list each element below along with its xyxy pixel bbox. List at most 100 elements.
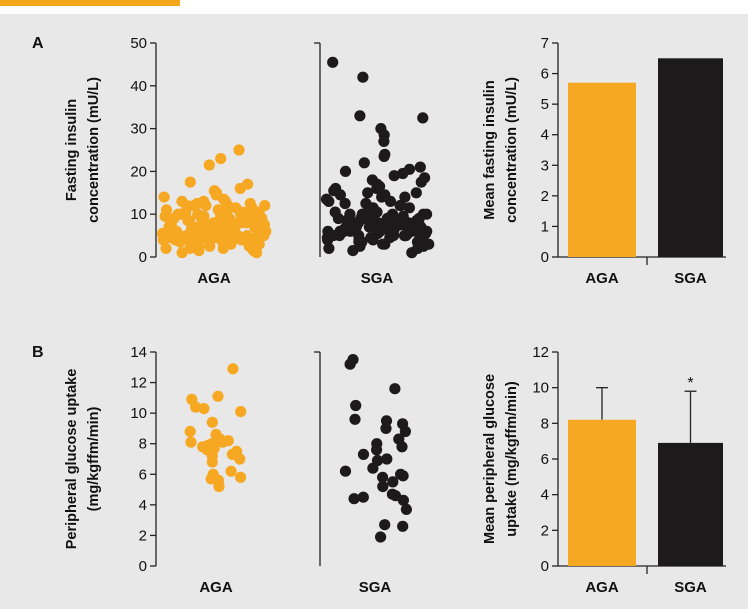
panel-b-scatter-left-tick-label: 0 <box>139 558 147 575</box>
panel-b-aga-point <box>217 436 229 448</box>
panel-b-sga-point <box>397 520 409 532</box>
panel-a-bar-y-label: Mean fasting insulin concentration (mU/L) <box>482 77 520 223</box>
panel-a-aga-point <box>158 191 170 203</box>
panel-b-scatter-left-tick-label: 6 <box>139 466 147 483</box>
panel-b-significance-marker: * <box>687 375 693 392</box>
panel-b-sga-point <box>381 453 393 465</box>
panel-b-aga-point <box>235 406 247 418</box>
panel-a-sga-point <box>394 200 406 212</box>
panel-a-scatter-left-tick-label: 20 <box>130 163 147 180</box>
panel-a-sga-point <box>374 225 386 237</box>
panel-b-bar-tick-label: 4 <box>541 487 549 504</box>
panel-b-sga-point <box>399 425 411 438</box>
panel-a-sga-point <box>417 112 429 124</box>
panel-a-bar-tick-label: 1 <box>541 218 549 235</box>
panel-a-sga-point <box>379 217 391 229</box>
panel-b-bar-tick-label: 6 <box>541 451 549 468</box>
panel-a-sga-point <box>358 157 370 169</box>
panel-a-aga-point <box>157 234 169 246</box>
panel-a-aga-point <box>251 247 263 259</box>
panel-b-scatter-left-tick-label: 4 <box>139 497 147 514</box>
panel-a-bar-sga <box>658 58 723 257</box>
panel-a-sga-point <box>352 217 364 229</box>
panel-b-sga-point <box>350 399 362 412</box>
panel-a-sga-point <box>414 161 426 173</box>
panel-b-sga-point <box>397 470 409 482</box>
panel-b-scatter-left-tick-label: 8 <box>139 436 147 453</box>
panel-a-bar-tick-label: 0 <box>541 249 549 266</box>
panel-a-sga-point <box>362 187 374 199</box>
panel-b-bar-sga <box>658 442 723 566</box>
panel-b-aga-point <box>212 390 224 402</box>
panel-a-sga-point <box>371 182 383 195</box>
panel-a-aga-point <box>260 225 272 237</box>
panel-a-letter: A <box>32 35 44 52</box>
panel-b-scatter-y-label-line: Peripheral glucose uptake <box>64 369 80 550</box>
panel-a-bar-tick-label: 6 <box>541 66 549 83</box>
panel-a-sga-point <box>363 221 375 233</box>
panel-b-scatter-left-tick-label: 10 <box>130 405 147 422</box>
panel-a-scatter-category-sga: SGA <box>361 270 394 287</box>
panel-a-sga-point <box>410 187 422 199</box>
panel-a-sga-point <box>323 242 335 254</box>
panel-b-aga-point <box>206 456 218 468</box>
panel-b-bar-y-label-line: Mean peripheral glucose <box>482 374 498 544</box>
panel-a-aga-point <box>235 208 247 220</box>
panel-a-scatter-category-aga: AGA <box>197 270 231 287</box>
panel-a-sga-point <box>379 238 391 250</box>
panel-a-scatter-left-tick-label: 10 <box>130 206 147 223</box>
panel-a-aga-point <box>184 176 196 188</box>
panel-b-aga-point <box>235 471 247 483</box>
panel-a-aga-point <box>232 217 244 229</box>
panel-a-sga-point <box>378 135 390 147</box>
panel-b-aga-point <box>206 416 218 428</box>
panel-b-aga-point <box>225 465 237 477</box>
panel-b-aga-point <box>213 480 225 493</box>
panel-a-sga-point <box>398 230 411 242</box>
panel-b-bar-tick-label: 12 <box>532 344 549 361</box>
panel-a-bar-category-sga: SGA <box>674 270 707 287</box>
panel-a-sga-point <box>334 189 346 201</box>
panel-b-bar-tick-label: 10 <box>532 380 549 397</box>
panel-a-aga-point <box>196 225 208 237</box>
panel-b-bar-category-aga: AGA <box>585 579 619 596</box>
panel-a-sga-point <box>403 202 415 214</box>
panel-a-scatter-left-tick-label: 0 <box>139 249 147 266</box>
panel-a-bar-tick-label: 4 <box>541 127 549 144</box>
panel-b-sga-point <box>387 476 399 488</box>
panel-b-scatter-y-label-line: (mg/kgffm/min) <box>86 406 102 511</box>
panel-b-bar-y-label-line: uptake (mg/kgffm/min) <box>504 381 520 537</box>
panel-b-aga-point <box>227 363 239 375</box>
panel-a-sga-point <box>397 167 409 180</box>
panel-a-scatter-left-tick-label: 40 <box>130 78 147 95</box>
panel-a-aga-point <box>176 195 188 207</box>
panel-a-sga-point <box>356 208 368 220</box>
panel-a-aga-point <box>199 217 211 229</box>
panel-a-scatter-y-label-line: Fasting insulin <box>64 99 80 201</box>
panel-a-sga-point <box>353 234 365 246</box>
panel-b-aga-point <box>185 436 197 448</box>
panel-b-bar-tick-label: 0 <box>541 558 549 575</box>
panel-b-aga-point <box>234 453 246 465</box>
panel-a-aga-point <box>217 242 229 254</box>
panel-a-aga-point <box>159 210 171 222</box>
panel-b-sga-point <box>367 462 379 474</box>
header-accent <box>0 0 180 6</box>
panel-b-aga-point <box>190 401 202 413</box>
panel-b-sga-point <box>380 422 392 434</box>
panel-a-sga-point <box>415 176 427 188</box>
panel-a-aga-point <box>188 200 200 212</box>
panel-a-scatter-left-tick-label: 50 <box>130 35 147 52</box>
panel-a-aga-point <box>160 242 172 254</box>
panel-a-sga-point <box>347 245 359 257</box>
panel-a-sga-point <box>327 230 339 242</box>
panel-a-aga-point <box>219 212 231 225</box>
panel-b-scatter-y-label: Peripheral glucose uptake (mg/kgffm/min) <box>64 369 102 550</box>
panel-b-sga-point <box>339 465 352 477</box>
panel-a-aga-point <box>250 232 262 244</box>
panel-b-bar-aga <box>568 419 636 566</box>
panel-a-aga-point <box>204 240 216 252</box>
panel-a-sga-point <box>339 197 351 210</box>
panel-b-letter: B <box>32 344 44 361</box>
